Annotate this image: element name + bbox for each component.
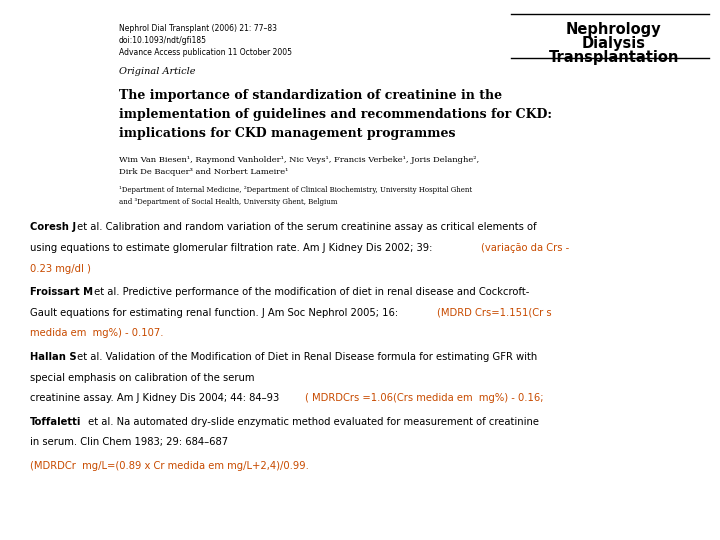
Text: The importance of standardization of creatinine in the: The importance of standardization of cre… [119,89,502,102]
Text: doi:10.1093/ndt/gfi185: doi:10.1093/ndt/gfi185 [119,36,207,45]
Text: special emphasis on calibration of the serum: special emphasis on calibration of the s… [30,373,255,383]
Text: creatinine assay. Am J Kidney Dis 2004; 44: 84–93: creatinine assay. Am J Kidney Dis 2004; … [30,393,283,403]
Text: implementation of guidelines and recommendations for CKD:: implementation of guidelines and recomme… [119,108,552,121]
Text: ¹Department of Internal Medicine, ²Department of Clinical Biochemistry, Universi: ¹Department of Internal Medicine, ²Depar… [119,186,472,194]
Text: Wim Van Biesen¹, Raymond Vanholder¹, Nic Veys¹, Francis Verbeke¹, Joris Delanghe: Wim Van Biesen¹, Raymond Vanholder¹, Nic… [119,156,479,164]
Text: et al. Na automated dry-slide enzymatic method evaluated for measurement of crea: et al. Na automated dry-slide enzymatic … [85,417,539,427]
Text: Nephrol Dial Transplant (2006) 21: 77–83: Nephrol Dial Transplant (2006) 21: 77–83 [119,24,276,33]
Text: Froissart M: Froissart M [30,287,94,298]
Text: using equations to estimate glomerular filtration rate. Am J Kidney Dis 2002; 39: using equations to estimate glomerular f… [30,243,436,253]
Text: Original Article: Original Article [119,68,195,77]
Text: and ³Department of Social Health, University Ghent, Belgium: and ³Department of Social Health, Univer… [119,198,337,206]
Text: (MDRD Crs=1.151(Cr s: (MDRD Crs=1.151(Cr s [437,308,552,318]
Text: et al. Calibration and random variation of the serum creatinine assay as critica: et al. Calibration and random variation … [74,222,537,233]
Text: Coresh J: Coresh J [30,222,76,233]
Text: Nephrology: Nephrology [566,22,662,37]
Text: ( MDRDCrs =1.06(Crs medida em  mg%) - 0.16;: ( MDRDCrs =1.06(Crs medida em mg%) - 0.1… [305,393,544,403]
Text: et al. Validation of the Modification of Diet in Renal Disease formula for estim: et al. Validation of the Modification of… [74,352,538,362]
Text: Transplantation: Transplantation [549,50,679,65]
Text: Dialysis: Dialysis [582,36,646,51]
Text: 0.23 mg/dl ): 0.23 mg/dl ) [30,264,91,274]
Text: in serum. Clin Chem 1983; 29: 684–687: in serum. Clin Chem 1983; 29: 684–687 [30,437,228,448]
Text: medida em  mg%) - 0.107.: medida em mg%) - 0.107. [30,328,163,339]
Text: et al. Predictive performance of the modification of diet in renal disease and C: et al. Predictive performance of the mod… [91,287,529,298]
Text: Dirk De Bacquer³ and Norbert Lameire¹: Dirk De Bacquer³ and Norbert Lameire¹ [119,168,288,177]
Text: implications for CKD management programmes: implications for CKD management programm… [119,127,455,140]
Text: (MDRDCr  mg/L=(0.89 x Cr medida em mg/L+2,4)/0.99.: (MDRDCr mg/L=(0.89 x Cr medida em mg/L+2… [30,461,309,471]
Text: Advance Access publication 11 October 2005: Advance Access publication 11 October 20… [119,48,292,57]
Text: (variação da Crs -: (variação da Crs - [481,243,570,253]
Text: Gault equations for estimating renal function. J Am Soc Nephrol 2005; 16:: Gault equations for estimating renal fun… [30,308,402,318]
Text: Hallan S: Hallan S [30,352,77,362]
Text: Toffaletti: Toffaletti [30,417,81,427]
